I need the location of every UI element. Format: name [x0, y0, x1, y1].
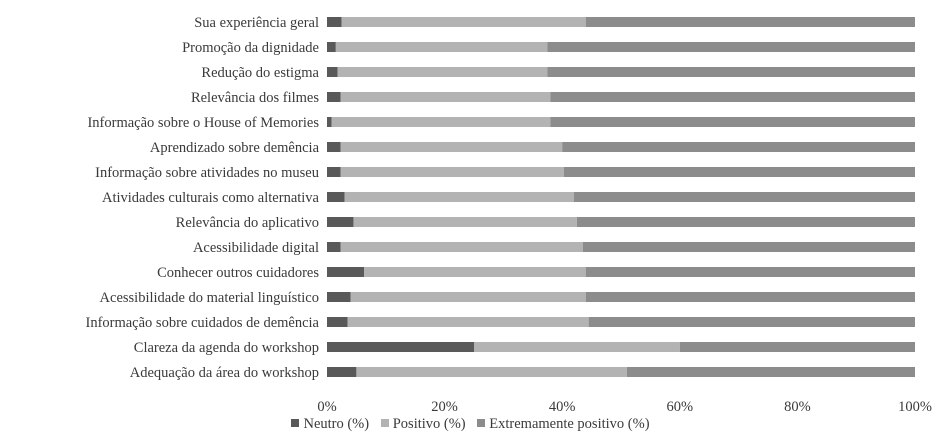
bar-extremamente-positivo-informacao-sobre-cuidados-de-demencia: [588, 317, 915, 327]
bar-positivo-informacao-sobre-cuidados-de-demencia: [347, 317, 589, 327]
category-label-relevancia-do-aplicativo: Relevância do aplicativo: [176, 215, 319, 231]
bar-positivo-acessibilidade-do-material-linguistico: [350, 292, 586, 302]
bar-neutro-relevancia-do-aplicativo: [327, 217, 354, 227]
category-label-reducao-do-estigma: Redução do estigma: [201, 65, 319, 81]
legend-swatch-extremamente-positivo: [477, 419, 486, 427]
bar-neutro-informacao-sobre-cuidados-de-demencia: [327, 317, 348, 327]
x-tick-label-2: 40%: [549, 399, 576, 415]
bar-extremamente-positivo-relevancia-dos-filmes: [550, 92, 915, 102]
bar-neutro-informacao-sobre-o-house-of-memories: [327, 117, 332, 127]
bar-extremamente-positivo-informacao-sobre-o-house-of-memories: [550, 117, 915, 127]
bar-positivo-reducao-do-estigma: [337, 67, 548, 77]
category-label-adequacao-da-area-do-workshop: Adequação da área do workshop: [130, 365, 319, 381]
bar-positivo-conhecer-outros-cuidadores: [364, 267, 586, 277]
bar-positivo-promocao-da-dignidade: [335, 42, 548, 52]
bar-neutro-adequacao-da-area-do-workshop: [327, 367, 357, 377]
category-label-sua-experiencia-geral: Sua experiência geral: [194, 15, 319, 31]
bar-neutro-aprendizado-sobre-demencia: [327, 142, 341, 152]
legend-label-neutro: Neutro (%): [303, 416, 370, 432]
bar-extremamente-positivo-conhecer-outros-cuidadores: [585, 267, 915, 277]
category-label-clareza-da-agenda-do-workshop: Clareza da agenda do workshop: [134, 340, 319, 356]
bar-extremamente-positivo-relevancia-do-aplicativo: [576, 217, 915, 227]
bar-extremamente-positivo-informacao-sobre-atividades-no-museu: [563, 167, 915, 177]
bar-neutro-promocao-da-dignidade: [327, 42, 336, 52]
bar-positivo-informacao-sobre-o-house-of-memories: [331, 117, 551, 127]
category-label-acessibilidade-digital: Acessibilidade digital: [193, 240, 319, 256]
bar-positivo-acessibilidade-digital: [340, 242, 583, 252]
x-tick-label-3: 60%: [667, 399, 694, 415]
bar-extremamente-positivo-acessibilidade-do-material-linguistico: [585, 292, 915, 302]
bars-group: [327, 17, 915, 377]
bar-neutro-reducao-do-estigma: [327, 67, 338, 77]
x-tick-label-5: 100%: [898, 399, 932, 415]
bar-neutro-informacao-sobre-atividades-no-museu: [327, 167, 341, 177]
bar-positivo-clareza-da-agenda-do-workshop: [474, 342, 680, 352]
category-label-informacao-sobre-cuidados-de-demencia: Informação sobre cuidados de demência: [85, 315, 319, 331]
bar-extremamente-positivo-adequacao-da-area-do-workshop: [626, 367, 915, 377]
bar-positivo-sua-experiencia-geral: [341, 17, 586, 27]
bar-neutro-acessibilidade-do-material-linguistico: [327, 292, 351, 302]
category-label-informacao-sobre-atividades-no-museu: Informação sobre atividades no museu: [95, 165, 319, 181]
category-label-atividades-culturais-como-alternativa: Atividades culturais como alternativa: [102, 190, 320, 206]
category-label-conhecer-outros-cuidadores: Conhecer outros cuidadores: [157, 265, 319, 281]
bar-extremamente-positivo-clareza-da-agenda-do-workshop: [679, 342, 915, 352]
legend-label-extremamente-positivo: Extremamente positivo (%): [489, 416, 650, 432]
bar-positivo-atividades-culturais-como-alternativa: [344, 192, 574, 202]
legend-item-neutro: Neutro (%): [291, 416, 369, 433]
bar-extremamente-positivo-sua-experiencia-geral: [585, 17, 915, 27]
bar-positivo-aprendizado-sobre-demencia: [340, 142, 563, 152]
category-label-aprendizado-sobre-demencia: Aprendizado sobre demência: [150, 140, 320, 156]
bar-neutro-conhecer-outros-cuidadores: [327, 267, 365, 277]
bar-neutro-atividades-culturais-como-alternativa: [327, 192, 345, 202]
bar-extremamente-positivo-acessibilidade-digital: [582, 242, 915, 252]
legend-item-positivo: Positivo (%): [380, 416, 466, 433]
category-label-promocao-da-dignidade: Promoção da dignidade: [182, 40, 319, 56]
bar-neutro-acessibilidade-digital: [327, 242, 341, 252]
bar-neutro-relevancia-dos-filmes: [327, 92, 341, 102]
bar-neutro-sua-experiencia-geral: [327, 17, 342, 27]
x-tick-label-0: 0%: [317, 399, 336, 415]
legend: Neutro (%) Positivo (%) Extremamente pos…: [0, 416, 941, 433]
bar-extremamente-positivo-aprendizado-sobre-demencia: [562, 142, 915, 152]
bar-positivo-adequacao-da-area-do-workshop: [356, 367, 627, 377]
bar-neutro-clareza-da-agenda-do-workshop: [327, 342, 474, 352]
legend-label-positivo: Positivo (%): [392, 416, 466, 432]
legend-swatch-positivo: [380, 419, 389, 427]
category-label-informacao-sobre-o-house-of-memories: Informação sobre o House of Memories: [87, 115, 319, 131]
x-tick-label-4: 80%: [784, 399, 811, 415]
category-labels: Sua experiência geral Promoção da dignida…: [85, 15, 319, 381]
x-axis-ticks: 0% 20% 40% 60% 80% 100%: [317, 399, 932, 415]
bar-positivo-relevancia-do-aplicativo: [353, 217, 577, 227]
category-label-relevancia-dos-filmes: Relevância dos filmes: [191, 90, 319, 106]
legend-item-extremamente-positivo: Extremamente positivo (%): [477, 416, 650, 433]
bar-positivo-relevancia-dos-filmes: [340, 92, 551, 102]
bar-extremamente-positivo-promocao-da-dignidade: [547, 42, 915, 52]
category-label-acessibilidade-do-material-linguistico: Acessibilidade do material linguístico: [100, 290, 319, 306]
x-tick-label-1: 20%: [431, 399, 458, 415]
bar-positivo-informacao-sobre-atividades-no-museu: [340, 167, 564, 177]
bar-extremamente-positivo-atividades-culturais-como-alternativa: [573, 192, 915, 202]
legend-swatch-neutro: [291, 419, 300, 427]
bar-extremamente-positivo-reducao-do-estigma: [547, 67, 915, 77]
